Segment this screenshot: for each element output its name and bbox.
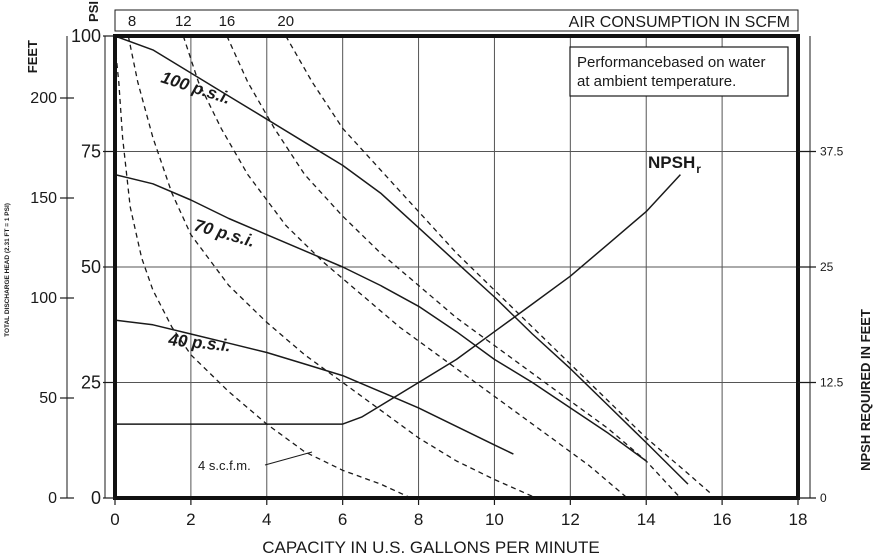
scfm-tick-label-12: 12 [175, 13, 192, 30]
feet-tick-label-150: 150 [30, 190, 57, 207]
air-consumption-ticks: 8 12 16 20 [128, 13, 294, 30]
series-line-4-s-c-f-m- [114, 45, 412, 499]
series-line-8-s-c-f-m- [127, 35, 537, 499]
curve-label-4-scfm: 4 s.c.f.m. [198, 458, 251, 473]
grid [115, 36, 798, 498]
x-tick-label-8: 8 [414, 510, 423, 529]
feet-tick-label-50: 50 [39, 390, 57, 407]
series-line-100-p-s-i- [114, 35, 689, 485]
feet-tick-label-0: 0 [48, 490, 57, 507]
x-tick-label-16: 16 [713, 510, 732, 529]
air-consumption-title: AIR CONSUMPTION IN SCFM [569, 14, 790, 31]
series-line-20-s-c-f-m- [285, 35, 712, 494]
npsh-tick-label-3: 37.5 [820, 145, 844, 159]
feet-tick-label-200: 200 [30, 90, 57, 107]
psi-tick-label-100: 100 [71, 26, 101, 46]
x-tick-label-0: 0 [110, 510, 119, 529]
npsh-axis: 0 12.5 25 37.5 [798, 36, 844, 505]
x-tick-label-2: 2 [186, 510, 195, 529]
capacity-axis-title: CAPACITY IN U.S. GALLONS PER MINUTE [262, 538, 600, 557]
npsh-tick-label-1: 12.5 [820, 376, 844, 390]
npshr-subscript: r [696, 162, 701, 176]
scfm-pointer-line [264, 451, 313, 466]
air-consumption-strip [114, 9, 799, 32]
note-line-2: at ambient temperature. [577, 73, 736, 90]
note-line-1: Performancebased on water [577, 54, 765, 71]
psi-tick-label-25: 25 [81, 373, 101, 393]
series-line-12-s-c-f-m- [182, 35, 628, 499]
psi-tick-label-0: 0 [91, 488, 101, 508]
npsh-axis-title: NPSH REQUIRED IN FEET [858, 309, 873, 471]
feet-tick-label-100: 100 [30, 290, 57, 307]
series-lines [114, 35, 712, 499]
series-line-16-s-c-f-m- [226, 35, 681, 499]
curve-label-70-psi: 70 p.s.i. [192, 216, 257, 251]
x-tick-label-14: 14 [637, 510, 656, 529]
x-tick-label-18: 18 [789, 510, 808, 529]
psi-axis: 0 25 50 75 100 [71, 26, 115, 508]
note-box [569, 46, 789, 97]
psi-tick-label-50: 50 [81, 257, 101, 277]
scfm-tick-label-8: 8 [128, 13, 136, 30]
npsh-tick-label-2: 25 [820, 260, 834, 274]
capacity-axis: 0 2 4 6 8 10 12 14 16 18 [110, 498, 807, 529]
npsh-tick-label-0: 0 [820, 491, 827, 505]
x-tick-label-12: 12 [561, 510, 580, 529]
curve-label-npshr: NPSHr [648, 153, 701, 176]
psi-axis-title: PSI [86, 1, 101, 22]
x-tick-label-10: 10 [485, 510, 504, 529]
curve-label-40-psi: 40 p.s.i. [167, 330, 232, 356]
scfm-tick-label-20: 20 [277, 13, 294, 30]
feet-axis: 0 50 100 150 200 [30, 36, 74, 507]
series-line-npshr [115, 174, 681, 425]
psi-tick-label-75: 75 [81, 142, 101, 162]
performance-note: Performancebased on water at ambient tem… [569, 46, 789, 97]
feet-axis-title: FEET [25, 40, 40, 73]
series-line-40-p-s-i- [114, 319, 514, 455]
scfm-tick-label-16: 16 [219, 13, 236, 30]
x-tick-label-4: 4 [262, 510, 271, 529]
discharge-head-title: TOTAL DISCHARGE HEAD (2.31 FT = 1 PSI) [4, 203, 11, 337]
x-tick-label-6: 6 [338, 510, 347, 529]
series-line-70-p-s-i- [114, 173, 647, 462]
